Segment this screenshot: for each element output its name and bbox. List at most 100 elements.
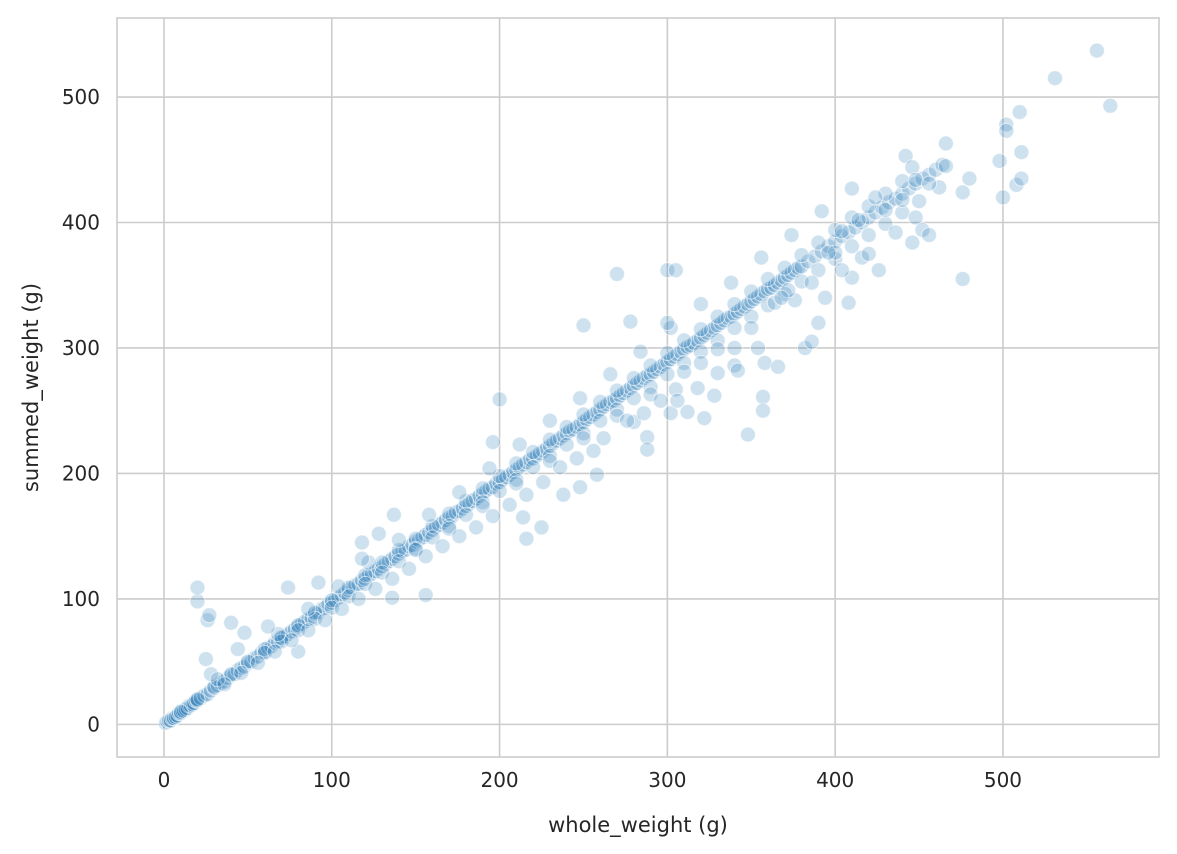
- data-point: [592, 412, 609, 429]
- data-point: [833, 223, 850, 240]
- data-point: [568, 450, 585, 467]
- data-point: [817, 289, 834, 306]
- data-point: [541, 452, 558, 469]
- data-point: [1008, 176, 1025, 193]
- data-point: [652, 392, 669, 409]
- data-point: [689, 380, 706, 397]
- data-point: [907, 209, 924, 226]
- data-point: [709, 365, 726, 382]
- data-point: [860, 245, 877, 262]
- data-point: [669, 392, 686, 409]
- data-point: [723, 274, 740, 291]
- data-point: [877, 185, 894, 202]
- data-point: [451, 528, 468, 545]
- data-point: [236, 624, 253, 641]
- data-point: [739, 426, 756, 443]
- data-point: [840, 294, 857, 311]
- data-point: [474, 494, 491, 511]
- data-point: [632, 343, 649, 360]
- data-point: [937, 158, 954, 175]
- data-point: [201, 607, 218, 624]
- data-point: [558, 436, 575, 453]
- data-point: [894, 173, 911, 190]
- data-point: [954, 184, 971, 201]
- data-point: [931, 179, 948, 196]
- data-point: [659, 262, 676, 279]
- y-tick-label: 300: [62, 336, 100, 360]
- data-point: [300, 622, 317, 639]
- data-point: [310, 574, 327, 591]
- data-point: [709, 341, 726, 358]
- data-point: [619, 412, 636, 429]
- data-point: [921, 227, 938, 244]
- data-point: [609, 401, 625, 418]
- data-point: [1013, 170, 1030, 187]
- data-point: [676, 355, 693, 371]
- data-point: [434, 538, 451, 555]
- data-point: [770, 358, 787, 375]
- data-point: [679, 404, 696, 420]
- data-point: [350, 590, 367, 607]
- data-point: [575, 425, 592, 442]
- data-point: [639, 429, 656, 446]
- data-point: [595, 430, 612, 447]
- data-point: [384, 589, 401, 606]
- data-point: [810, 314, 827, 331]
- data-point: [659, 366, 676, 383]
- data-point: [635, 405, 652, 422]
- data-point: [995, 189, 1011, 206]
- data-point: [1088, 42, 1105, 59]
- data-point: [525, 444, 542, 461]
- data-point: [474, 498, 491, 515]
- data-point: [904, 159, 921, 176]
- data-point: [797, 340, 813, 356]
- data-point: [662, 405, 679, 422]
- data-point: [860, 227, 877, 244]
- data-point: [867, 189, 884, 206]
- data-point: [474, 480, 491, 497]
- x-tick-labels: 0 100 200 300 400 500: [158, 768, 1022, 792]
- data-point: [216, 676, 233, 693]
- data-point: [783, 227, 800, 244]
- data-point: [709, 308, 726, 325]
- y-tick-label: 400: [62, 211, 100, 235]
- data-point: [451, 484, 468, 501]
- data-point: [954, 271, 971, 287]
- data-point: [229, 641, 246, 658]
- data-point: [417, 587, 434, 604]
- data-point: [511, 436, 528, 453]
- data-point: [558, 419, 575, 435]
- data-point: [755, 402, 771, 419]
- data-point: [850, 212, 867, 228]
- data-point: [575, 406, 592, 423]
- data-point: [491, 483, 508, 499]
- data-point: [197, 651, 214, 668]
- data-point: [911, 193, 928, 210]
- data-point: [642, 386, 659, 403]
- data-point: [937, 135, 954, 152]
- data-point: [676, 332, 693, 349]
- data-point: [991, 153, 1008, 169]
- data-point: [374, 564, 391, 581]
- x-tick-label: 100: [313, 768, 351, 792]
- data-point: [354, 550, 370, 567]
- data-point: [357, 567, 374, 584]
- data-point: [1013, 144, 1030, 161]
- data-point: [223, 614, 240, 631]
- data-point: [726, 296, 743, 313]
- data-point: [726, 340, 743, 356]
- data-point: [484, 434, 501, 451]
- data-point: [525, 459, 542, 476]
- data-point: [843, 238, 860, 255]
- data-point: [692, 355, 709, 371]
- data-point: [357, 575, 374, 592]
- data-point: [810, 262, 827, 279]
- data-point: [907, 171, 924, 188]
- data-point: [206, 678, 223, 695]
- data-point: [508, 471, 525, 488]
- data-point: [877, 215, 894, 232]
- data-point: [998, 116, 1015, 133]
- data-point: [833, 262, 850, 279]
- grid-lines: [117, 18, 1159, 757]
- data-point: [367, 580, 384, 597]
